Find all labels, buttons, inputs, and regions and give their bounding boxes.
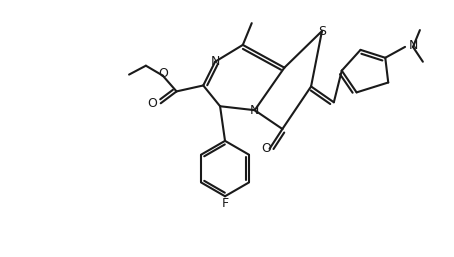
Text: S: S [318, 25, 326, 38]
Text: O: O [262, 142, 271, 155]
Text: N: N [211, 55, 220, 68]
Text: O: O [147, 97, 157, 110]
Text: O: O [158, 67, 168, 80]
Text: N: N [409, 39, 419, 52]
Text: F: F [222, 197, 228, 210]
Text: N: N [250, 104, 259, 117]
